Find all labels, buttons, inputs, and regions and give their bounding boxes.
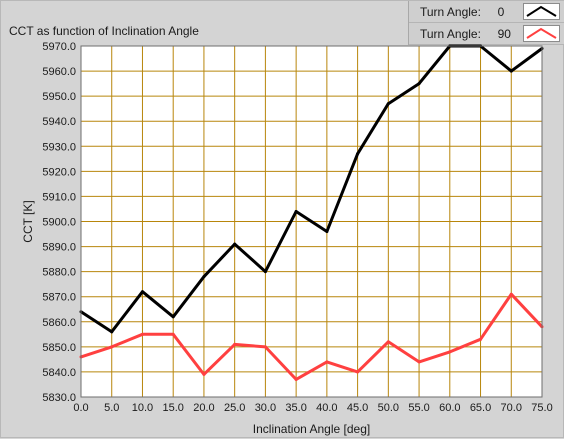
y-tick-label: 5840.0 xyxy=(42,367,76,379)
series-0-point xyxy=(263,270,267,274)
y-axis-title: CCT [K] xyxy=(21,200,35,242)
x-tick-label: 50.0 xyxy=(378,402,399,414)
series-0-point xyxy=(140,290,144,294)
legend-label-series-0: Turn Angle: 0 xyxy=(420,5,504,19)
x-tick-label: 0.0 xyxy=(73,402,88,414)
y-tick-label: 5970.0 xyxy=(42,41,76,53)
series-1-point xyxy=(171,332,175,336)
legend-series-name-1: Turn Angle: xyxy=(420,27,481,41)
series-1-point xyxy=(110,345,114,349)
x-tick-label: 10.0 xyxy=(132,402,153,414)
x-tick-label: 30.0 xyxy=(255,402,276,414)
x-tick-label: 55.0 xyxy=(408,402,429,414)
series-1-point xyxy=(325,360,329,364)
series-0-point xyxy=(294,209,298,213)
y-tick-label: 5870.0 xyxy=(42,292,76,304)
series-1-point xyxy=(140,332,144,336)
legend[interactable]: Turn Angle: 0 Turn Angle: 90 xyxy=(408,1,564,45)
series-0-point xyxy=(386,102,390,106)
y-tick-label: 5900.0 xyxy=(42,217,76,229)
y-axis: 5830.0 5840.0 5850.0 5860.0 5870.0 5880.0 5890… xyxy=(42,41,76,404)
series-line-1 xyxy=(80,292,544,381)
series-0-point xyxy=(325,230,329,234)
y-tick-label: 5860.0 xyxy=(42,317,76,329)
legend-line-icon-1 xyxy=(526,27,557,39)
series-1-point xyxy=(448,350,452,354)
y-tick-label: 5850.0 xyxy=(42,342,76,354)
series-1-point xyxy=(202,372,206,376)
legend-series-name-0: Turn Angle: xyxy=(420,5,481,19)
series-1-point xyxy=(294,377,298,381)
y-tick-label: 5920.0 xyxy=(42,166,76,178)
legend-label-series-1: Turn Angle: 90 xyxy=(420,27,511,41)
x-tick-label: 35.0 xyxy=(285,402,306,414)
legend-series-value-1: 90 xyxy=(497,27,511,41)
series-0-point xyxy=(356,152,360,156)
legend-swatch-series-0[interactable] xyxy=(523,3,560,20)
plot-frame xyxy=(80,45,543,398)
x-tick-label: 70.0 xyxy=(501,402,522,414)
y-tick-label: 5940.0 xyxy=(42,116,76,128)
y-tick-label: 5830.0 xyxy=(42,392,76,404)
series-1-point xyxy=(386,340,390,344)
y-tick-label: 5910.0 xyxy=(42,191,76,203)
series-1-point xyxy=(479,337,483,341)
legend-series-value-0: 0 xyxy=(497,5,505,19)
y-tick-label: 5890.0 xyxy=(42,242,76,254)
x-tick-label: 75.0 xyxy=(531,402,552,414)
chart-title: CCT as function of Inclination Angle xyxy=(9,24,199,38)
series-1-point xyxy=(263,345,267,349)
legend-swatch-series-1[interactable] xyxy=(523,25,560,42)
x-tick-label: 20.0 xyxy=(193,402,214,414)
y-tick-label: 5880.0 xyxy=(42,267,76,279)
series-1-point xyxy=(509,292,513,296)
series-1-point xyxy=(233,342,237,346)
x-tick-label: 5.0 xyxy=(104,402,119,414)
legend-item-series-0[interactable]: Turn Angle: 0 xyxy=(409,1,564,23)
legend-item-series-1[interactable]: Turn Angle: 90 xyxy=(409,23,564,45)
series-0-point xyxy=(171,315,175,319)
legend-line-icon-0 xyxy=(526,5,557,17)
y-tick-label: 5960.0 xyxy=(42,66,76,78)
x-tick-label: 15.0 xyxy=(162,402,183,414)
y-tick-label: 5950.0 xyxy=(42,91,76,103)
series-1-point xyxy=(417,360,421,364)
series-0-point xyxy=(509,69,513,73)
y-tick-label: 5930.0 xyxy=(42,141,76,153)
series-0-point xyxy=(417,82,421,86)
x-axis: 0.0 5.0 10.0 15.0 20.0 25.0 30.0 35.0 40.0 45.0 50… xyxy=(73,402,552,414)
series-1-point xyxy=(356,370,360,374)
x-tick-label: 65.0 xyxy=(470,402,491,414)
series-0-point xyxy=(202,275,206,279)
x-tick-label: 45.0 xyxy=(347,402,368,414)
x-tick-label: 40.0 xyxy=(316,402,337,414)
x-tick-label: 25.0 xyxy=(224,402,245,414)
series-0-point xyxy=(110,330,114,334)
x-axis-title: Inclination Angle [deg] xyxy=(253,422,370,436)
x-tick-label: 60.0 xyxy=(439,402,460,414)
series-0-point xyxy=(233,242,237,246)
